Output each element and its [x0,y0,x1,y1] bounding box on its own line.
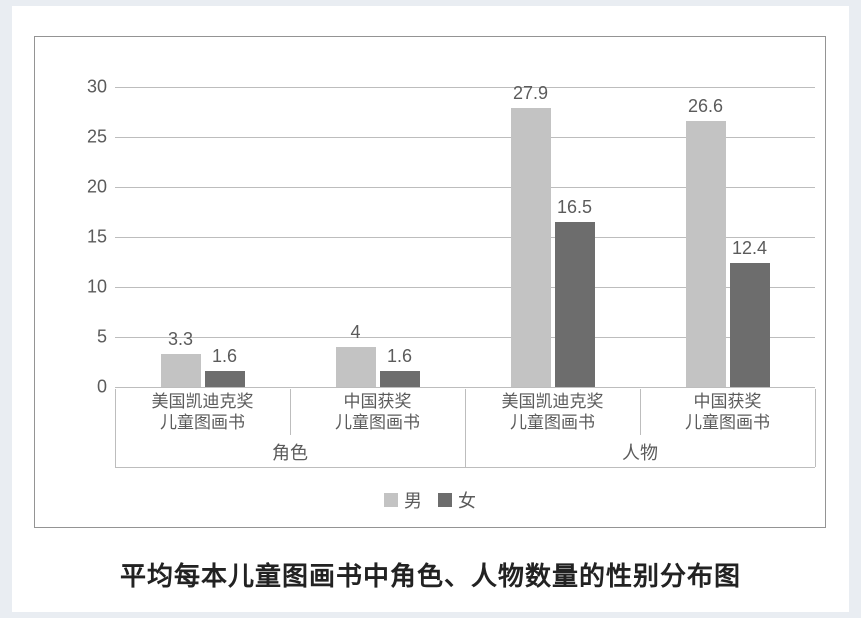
chart-caption: 平均每本儿童图画书中角色、人物数量的性别分布图 [12,556,849,593]
legend-label: 男 [404,487,422,513]
subgroup-label-line2: 儿童图画书 [465,412,640,433]
group-row-baseline [115,467,815,468]
y-tick-label: 15 [67,227,107,248]
bar-女 [555,222,595,387]
subgroup-label-line2: 儿童图画书 [640,412,815,433]
bar-value-label: 26.6 [676,96,736,117]
legend-label: 女 [458,487,476,513]
bar-value-label: 27.9 [501,83,561,104]
bar-value-label: 16.5 [545,197,605,218]
subgroup-label-line1: 美国凯迪克奖 [465,391,640,412]
subgroup-label: 美国凯迪克奖儿童图画书 [465,391,640,434]
subgroup-label-line1: 中国获奖 [640,391,815,412]
legend-item: 女 [438,487,476,513]
bar-男 [511,108,551,387]
y-tick-label: 0 [67,377,107,398]
chart-border: 0510152025303.31.641.627.916.526.612.4 美… [34,36,826,528]
bar-value-label: 4 [326,322,386,343]
y-tick-label: 30 [67,77,107,98]
legend-swatch [438,493,452,507]
subgroup-label: 美国凯迪克奖儿童图画书 [115,391,290,434]
subgroup-label-line2: 儿童图画书 [290,412,465,433]
bar-value-label: 12.4 [720,238,780,259]
plot-area: 0510152025303.31.641.627.916.526.612.4 [115,87,815,387]
y-tick-label: 25 [67,127,107,148]
y-tick-label: 10 [67,277,107,298]
bar-女 [730,263,770,387]
gridline [115,87,815,88]
y-tick-label: 20 [67,177,107,198]
gridline [115,387,815,388]
legend: 男女 [35,487,825,513]
y-tick-label: 5 [67,327,107,348]
subgroup-label-line2: 儿童图画书 [115,412,290,433]
subgroup-label-line1: 中国获奖 [290,391,465,412]
bar-value-label: 1.6 [195,346,255,367]
group-label: 人物 [465,439,815,465]
legend-item: 男 [384,487,422,513]
subgroup-label-line1: 美国凯迪克奖 [115,391,290,412]
bar-女 [380,371,420,387]
chart-card: 0510152025303.31.641.627.916.526.612.4 美… [12,6,849,612]
subgroup-label: 中国获奖儿童图画书 [640,391,815,434]
subgroup-label: 中国获奖儿童图画书 [290,391,465,434]
legend-swatch [384,493,398,507]
bar-女 [205,371,245,387]
group-label: 角色 [115,439,465,465]
bar-value-label: 1.6 [370,346,430,367]
